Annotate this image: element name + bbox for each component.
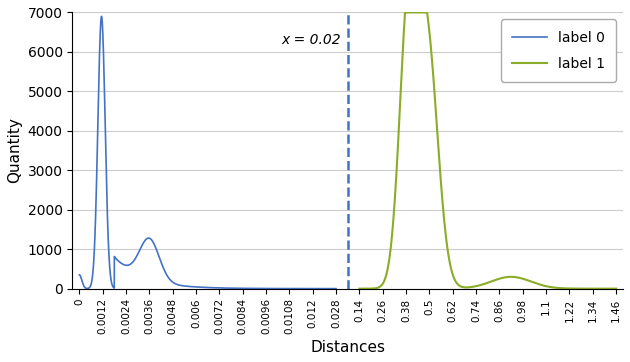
label 0 (328, 286, 335, 291)
Y-axis label: Quantity: Quantity (7, 118, 22, 184)
label 0 (174, 283, 181, 287)
label 1 (355, 286, 363, 291)
label 1 (401, 10, 409, 14)
Line: label 1: label 1 (359, 12, 616, 289)
label 1 (607, 286, 615, 291)
label 1 (400, 29, 408, 33)
Legend: label 0, label 1: label 0, label 1 (501, 20, 616, 82)
label 0 (98, 14, 105, 18)
label 0 (332, 286, 340, 291)
X-axis label: Distances: Distances (310, 340, 385, 355)
label 1 (612, 286, 620, 291)
label 1 (454, 282, 462, 287)
label 0 (120, 262, 128, 267)
label 0 (76, 273, 83, 277)
label 1 (580, 286, 587, 291)
Text: x = 0.02: x = 0.02 (281, 33, 341, 47)
label 0 (185, 284, 193, 289)
label 0 (105, 248, 113, 253)
Line: label 0: label 0 (79, 16, 336, 289)
label 1 (385, 261, 392, 266)
label 0 (300, 286, 307, 291)
label 1 (465, 285, 472, 290)
